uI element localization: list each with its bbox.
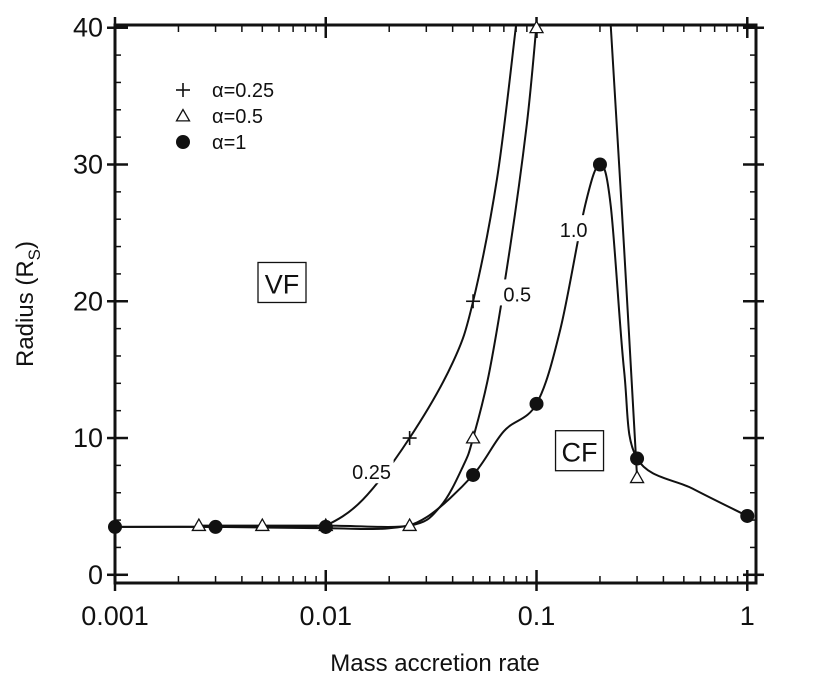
axes: 0 10 20 30 40 0.001 0.01 0.1 1: [73, 13, 764, 631]
x-tick-label: 1: [740, 601, 755, 631]
triangle-marker: [191, 517, 207, 532]
region-label: VF: [265, 269, 300, 299]
y-tick-label: 10: [73, 423, 103, 453]
legend-label: α=1: [212, 132, 246, 154]
legend-dot-marker: [176, 135, 190, 149]
y-tick-label: 20: [73, 286, 103, 316]
triangle-marker: [465, 430, 481, 444]
triangle-marker: [629, 469, 645, 484]
y-tick-label: 30: [73, 150, 103, 180]
dot-marker: [592, 157, 607, 172]
curve-label: 0.5: [503, 284, 531, 306]
x-axis-title: Mass accretion rate: [330, 650, 539, 677]
y-axis-title-subscript: S: [25, 249, 44, 260]
curve-label-bg: [551, 215, 596, 242]
plus-marker: [402, 431, 417, 446]
legend-triangle-marker: [175, 108, 191, 122]
curve-alpha-1: [114, 163, 748, 531]
annotations: 0.25 0.5 1.0 VF CF: [257, 215, 605, 484]
plot-frame: [113, 23, 758, 585]
x-tick-label: 0.001: [81, 601, 149, 631]
dot-marker: [529, 396, 544, 411]
dot-marker: [740, 508, 755, 523]
dot-marker: [208, 519, 223, 534]
y-axis-title: Radius (RS): [12, 241, 44, 367]
plus-marker: [466, 294, 481, 309]
x-tick-label: 0.1: [518, 601, 556, 631]
curve-label: 1.0: [560, 220, 588, 242]
dot-marker: [318, 519, 333, 534]
curve-alpha-0.5-branch: [609, 24, 639, 478]
y-tick-label: 40: [73, 13, 103, 43]
curves: [114, 24, 748, 531]
legend-label: α=0.5: [212, 106, 263, 128]
y-tick-label: 0: [88, 560, 103, 590]
triangle-marker: [254, 517, 270, 532]
region-label-box: [257, 261, 307, 304]
dot-marker: [630, 451, 645, 466]
triangle-marker: [402, 517, 418, 532]
triangle-marker: [528, 19, 545, 34]
markers: [108, 19, 755, 534]
dot-marker: [466, 467, 481, 482]
region-label: CF: [562, 438, 598, 468]
region-label-box: [554, 430, 605, 472]
legend-label: α=0.25: [212, 80, 274, 102]
dot-marker: [108, 519, 122, 534]
curve-label-bg: [349, 457, 394, 484]
legend-plus-marker: [176, 83, 190, 97]
x-tick-label: 0.01: [299, 601, 352, 631]
curve-alpha-0.25: [115, 24, 518, 529]
curve-label-bg: [495, 279, 540, 306]
curve-label: 0.25: [352, 462, 391, 484]
legend: α=0.25 α=0.5 α=1: [175, 80, 274, 154]
curve-alpha-0.5: [198, 24, 538, 528]
